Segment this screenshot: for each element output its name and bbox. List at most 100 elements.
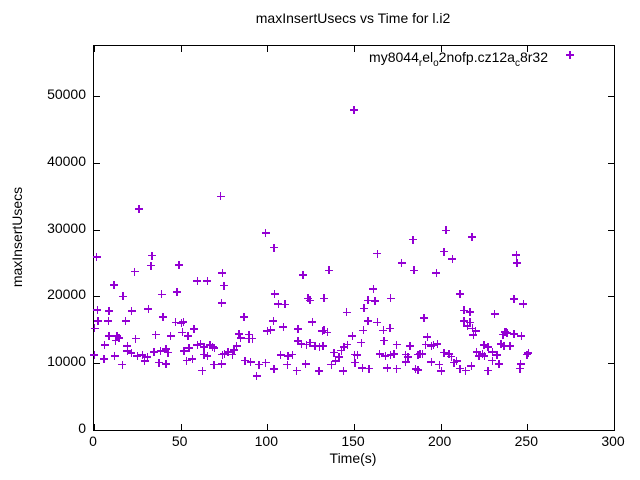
y-tick-label: 10000: [47, 353, 86, 370]
legend-label-segment: el: [422, 49, 434, 66]
x-tick-label: 50: [171, 433, 188, 449]
data-point: [133, 351, 142, 360]
x-tick-mark-bottom: [94, 424, 95, 430]
x-tick-label: 200: [427, 433, 452, 449]
x-tick-mark-bottom: [614, 424, 615, 430]
data-point: [109, 281, 118, 290]
data-point: [92, 253, 101, 262]
x-axis-label: Time(s): [329, 450, 377, 466]
data-point: [302, 340, 311, 349]
data-point: [397, 259, 406, 268]
data-point: [138, 351, 147, 360]
data-point: [93, 317, 102, 326]
data-point: [118, 360, 127, 369]
data-point: [269, 243, 278, 252]
data-point: [143, 353, 152, 362]
y-axis-label: maxInsertUsecs: [9, 186, 25, 288]
data-point: [305, 338, 314, 347]
x-tick-label: 100: [254, 433, 279, 449]
data-point: [155, 358, 163, 367]
data-point: [131, 334, 140, 343]
x-tick-mark-bottom: [527, 424, 529, 430]
data-point: [220, 281, 228, 290]
data-point: [140, 357, 149, 366]
data-point: [240, 356, 249, 365]
data-point: [166, 331, 175, 340]
data-point: [314, 367, 323, 376]
data-point: [502, 328, 510, 337]
data-point: [151, 330, 160, 339]
data-point: [483, 366, 492, 375]
legend: my8044relo2nofp.cz12ac8r32: [369, 49, 578, 69]
data-point: [499, 330, 508, 339]
data-point: [447, 352, 456, 361]
data-point: [105, 331, 114, 340]
data-point: [488, 356, 497, 365]
data-point: [118, 292, 127, 301]
data-point: [339, 343, 348, 352]
data-point: [127, 307, 136, 316]
data-point: [418, 349, 427, 358]
data-point: [429, 341, 438, 350]
data-point: [478, 349, 487, 358]
data-point: [375, 349, 384, 358]
data-point: [90, 351, 99, 360]
y-tick-mark-right: [608, 296, 614, 298]
data-point: [369, 285, 378, 294]
data-point: [488, 347, 497, 356]
data-point: [110, 351, 119, 360]
data-point: [228, 350, 237, 359]
data-point: [519, 299, 528, 308]
data-point: [408, 235, 417, 244]
data-point: [409, 266, 418, 275]
data-point: [483, 343, 492, 352]
data-point: [379, 326, 388, 335]
y-tick-label: 40000: [47, 152, 86, 169]
data-point: [465, 307, 474, 316]
data-point: [220, 349, 229, 358]
x-tick-mark-top: [94, 46, 95, 52]
data-point: [516, 359, 525, 368]
x-tick-mark-bottom: [267, 424, 269, 430]
data-point: [509, 295, 518, 304]
data-point: [327, 360, 336, 369]
data-point: [100, 355, 109, 364]
y-tick-mark-right: [608, 363, 614, 365]
data-point: [127, 349, 136, 358]
data-point: [200, 350, 209, 359]
data-point: [113, 331, 122, 340]
data-point: [269, 365, 278, 374]
x-tick-label: 0: [89, 433, 97, 449]
y-tick-mark-right: [608, 430, 614, 431]
data-point: [148, 251, 157, 260]
data-point: [230, 345, 239, 354]
x-tick-label: 300: [601, 433, 625, 449]
data-point: [308, 317, 317, 326]
data-point: [386, 324, 395, 333]
chart-title: maxInsertUsecs vs Time for l.i2: [255, 10, 451, 26]
data-point: [93, 305, 102, 314]
data-point: [123, 341, 132, 350]
data-point: [506, 341, 514, 350]
data-point: [208, 342, 217, 351]
data-point: [177, 319, 186, 328]
data-point: [386, 351, 395, 360]
data-point: [373, 249, 382, 258]
data-point: [276, 351, 285, 360]
data-point: [284, 351, 293, 360]
data-point: [206, 341, 215, 350]
data-point: [288, 350, 297, 359]
data-point: [223, 347, 232, 356]
data-point: [456, 364, 465, 373]
data-point: [350, 106, 358, 115]
data-point: [460, 306, 469, 315]
data-point: [413, 365, 422, 374]
y-tick-mark-right: [608, 96, 614, 98]
data-point: [255, 360, 263, 369]
y-tick-label: 50000: [47, 86, 86, 103]
y-tick-mark-left: [94, 162, 100, 164]
data-point: [404, 353, 413, 362]
data-point: [386, 294, 395, 303]
data-point: [121, 317, 130, 326]
